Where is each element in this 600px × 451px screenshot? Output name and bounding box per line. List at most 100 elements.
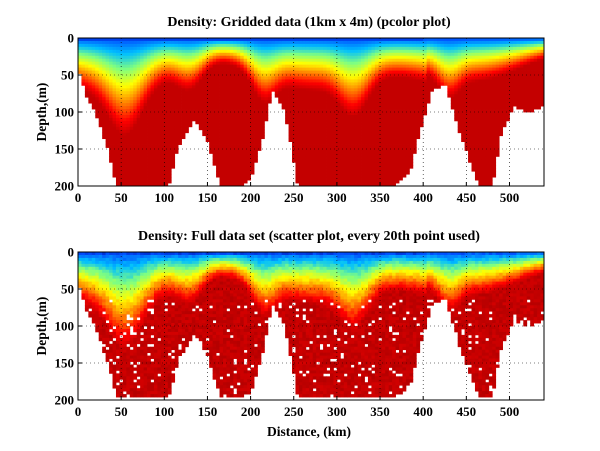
density-cell [305, 79, 310, 83]
density-cell [160, 141, 165, 145]
density-cell [385, 58, 390, 63]
density-cell [454, 97, 459, 101]
density-cell [129, 120, 134, 125]
density-cell [381, 103, 386, 107]
density-cell [450, 70, 455, 74]
density-cell [95, 103, 100, 107]
density-cell [471, 165, 476, 169]
density-cell [229, 55, 234, 60]
density-cell [126, 109, 131, 113]
density-cell [109, 141, 113, 145]
density-cell [274, 46, 279, 51]
density-cell [454, 58, 459, 63]
density-cell [181, 126, 186, 131]
density-cell [198, 38, 203, 42]
density-cell [243, 153, 248, 157]
density-cell [354, 67, 358, 71]
density-cell [250, 153, 255, 157]
density-cell [109, 85, 113, 89]
density-cell [457, 123, 462, 128]
density-cell [126, 126, 131, 131]
density-cell [136, 126, 141, 131]
density-cell [381, 126, 386, 131]
density-cell [371, 64, 376, 68]
density-cell [405, 64, 410, 68]
density-cell [333, 88, 338, 92]
density-cell [147, 138, 151, 142]
density-cell [264, 82, 269, 86]
density-cell [205, 46, 210, 51]
density-cell [354, 61, 358, 66]
density-cell [412, 135, 417, 140]
density-cell [129, 183, 134, 187]
density-cell [298, 97, 303, 101]
density-cell [319, 52, 324, 57]
density-cell [143, 67, 148, 71]
density-cell [395, 141, 400, 145]
density-cell [153, 159, 158, 163]
density-cell [333, 177, 338, 181]
density-cell [112, 109, 117, 113]
density-cell [371, 123, 376, 128]
density-cell [361, 129, 365, 134]
density-cell [115, 97, 120, 101]
density-cell [409, 153, 414, 157]
density-cell [167, 100, 172, 104]
density-cell [222, 91, 227, 95]
density-cell [343, 103, 348, 107]
density-cell [405, 52, 410, 57]
density-cell [88, 52, 93, 57]
density-cell [381, 171, 386, 175]
density-cell [150, 129, 155, 134]
density-cell [112, 138, 117, 142]
density-cell [212, 94, 217, 98]
density-cell [229, 100, 234, 104]
density-cell [392, 144, 396, 148]
density-cell [471, 64, 476, 68]
density-cell [112, 58, 117, 63]
density-cell [499, 52, 503, 57]
density-cell [392, 100, 396, 104]
density-cell [295, 132, 300, 137]
density-cell [371, 43, 376, 48]
density-cell [354, 126, 358, 131]
density-cell [381, 94, 386, 98]
density-cell [492, 162, 497, 166]
density-cell [105, 40, 110, 45]
density-cell [198, 73, 203, 77]
density-cell [492, 85, 497, 89]
density-cell [385, 61, 390, 66]
density-cell [164, 76, 169, 80]
density-cell [399, 168, 403, 172]
density-cell [160, 174, 165, 178]
density-cell [402, 126, 407, 131]
density-cell [495, 55, 500, 60]
density-cell [326, 38, 331, 42]
density-cell [202, 123, 207, 128]
density-cell [412, 52, 417, 57]
density-cell [423, 76, 428, 80]
density-cell [343, 91, 348, 95]
density-cell [216, 97, 220, 101]
density-cell [392, 109, 396, 113]
density-cell [133, 132, 138, 137]
density-cell [364, 67, 369, 71]
density-cell [212, 76, 217, 80]
density-cell [478, 168, 483, 172]
density-cell [350, 114, 355, 119]
density-cell [292, 138, 296, 142]
density-cell [233, 150, 238, 154]
density-cell [115, 112, 120, 116]
density-cell [267, 85, 272, 89]
density-cell [260, 82, 265, 86]
density-cell [209, 123, 214, 128]
density-cell [305, 114, 310, 119]
density-cell [305, 180, 310, 184]
density-cell [160, 70, 165, 74]
density-cell [150, 52, 155, 57]
density-cell [457, 94, 462, 98]
density-cell [378, 61, 383, 66]
density-cell [333, 91, 338, 95]
density-cell [243, 132, 248, 137]
density-cell [323, 144, 327, 148]
